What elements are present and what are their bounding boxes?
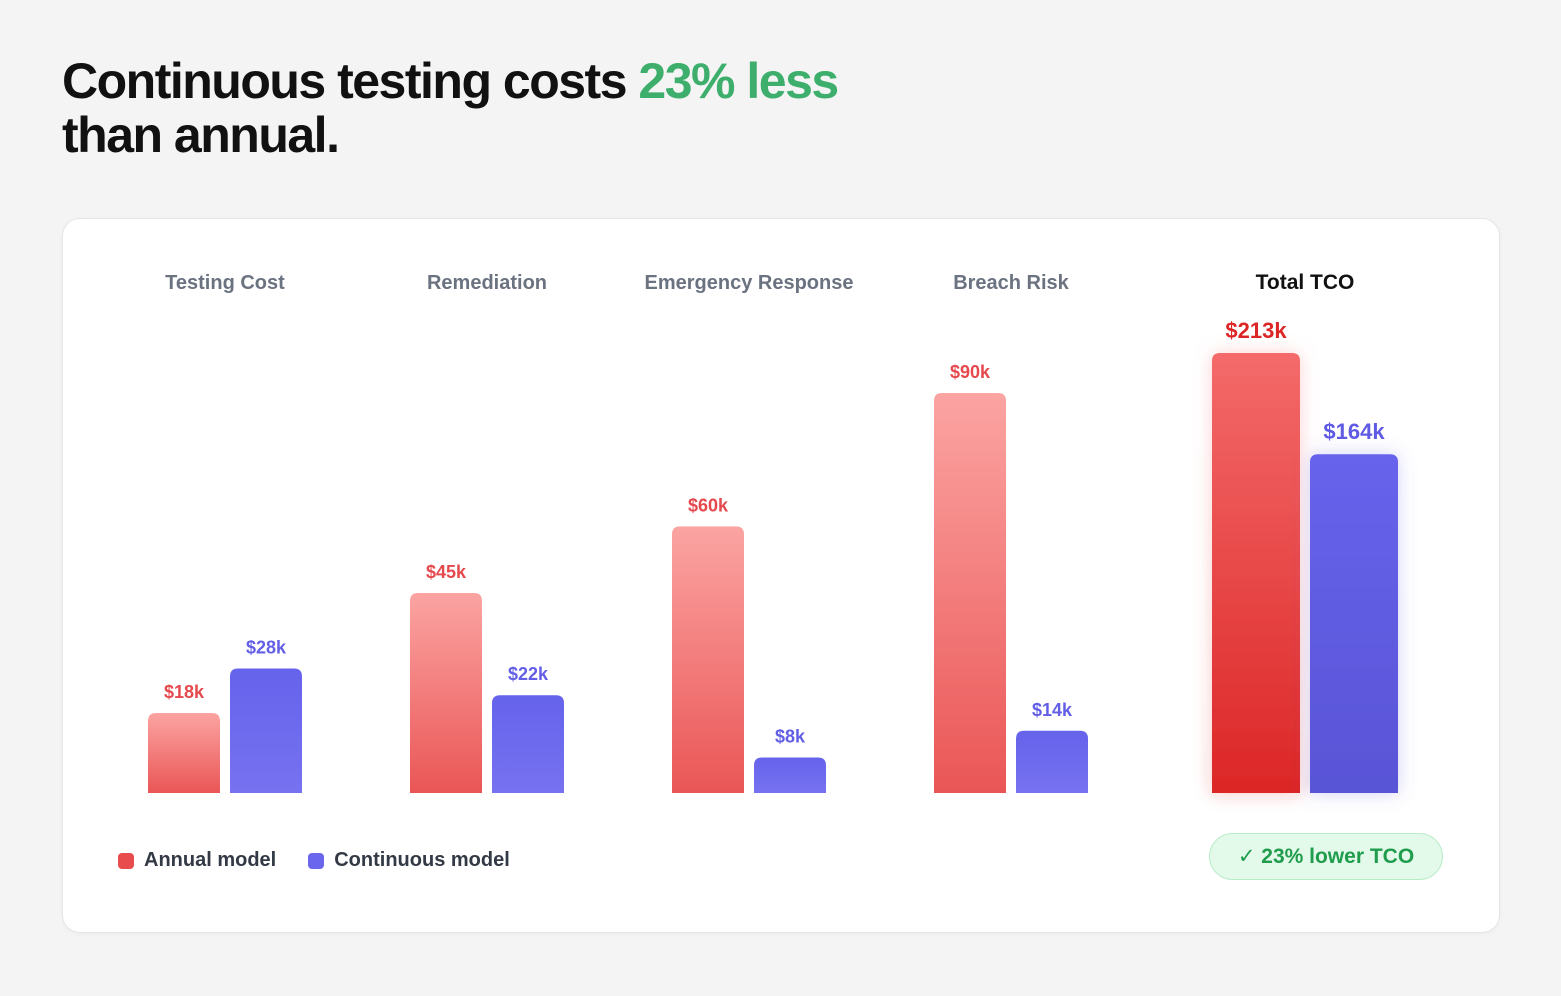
bar-continuous-remediation: [492, 695, 564, 793]
bar-continuous-total-tco: [1310, 454, 1398, 793]
category-label-testing-cost: Testing Cost: [165, 272, 285, 294]
legend-item-continuous: Continuous model: [308, 849, 510, 872]
legend-item-annual: Annual model: [118, 849, 276, 872]
value-label-continuous-testing-cost: $28k: [246, 638, 287, 658]
value-label-annual-testing-cost: $18k: [164, 682, 205, 702]
headline-suffix: than annual.: [62, 107, 340, 163]
category-label-remediation: Remediation: [427, 272, 547, 294]
bar-continuous-testing-cost: [230, 668, 302, 793]
value-label-continuous-remediation: $22k: [508, 664, 549, 684]
headline: Continuous testing costs 23% less than an…: [62, 53, 839, 163]
legend-label-annual: Annual model: [144, 849, 277, 871]
value-label-continuous-emergency-response: $8k: [775, 726, 806, 746]
value-label-annual-breach-risk: $90k: [950, 362, 991, 382]
value-label-continuous-breach-risk: $14k: [1032, 700, 1073, 720]
bar-annual-breach-risk: [934, 393, 1006, 793]
chart-legend: Annual model Continuous model: [118, 849, 542, 872]
value-label-annual-total-tco: $213k: [1225, 318, 1287, 343]
legend-swatch-continuous: [308, 852, 325, 869]
legend-label-continuous: Continuous model: [334, 849, 510, 871]
value-label-annual-emergency-response: $60k: [688, 495, 729, 515]
headline-accent: 23% less: [638, 53, 839, 109]
headline-prefix: Continuous testing costs: [62, 53, 639, 109]
legend-swatch-annual: [118, 852, 134, 869]
bar-annual-testing-cost: [148, 713, 220, 793]
tco-badge: ✓ 23% lower TCO: [1209, 833, 1443, 880]
bar-continuous-breach-risk: [1016, 730, 1088, 793]
bar-continuous-emergency-response: [754, 757, 826, 793]
category-label-emergency-response: Emergency Response: [645, 272, 854, 294]
value-label-continuous-total-tco: $164k: [1323, 419, 1385, 444]
category-label-total-tco: Total TCO: [1256, 271, 1355, 294]
category-label-breach-risk: Breach Risk: [953, 272, 1069, 294]
bar-annual-emergency-response: [672, 526, 744, 793]
bar-annual-remediation: [410, 593, 482, 793]
value-label-annual-remediation: $45k: [426, 562, 467, 582]
bar-annual-total-tco: [1212, 353, 1300, 793]
